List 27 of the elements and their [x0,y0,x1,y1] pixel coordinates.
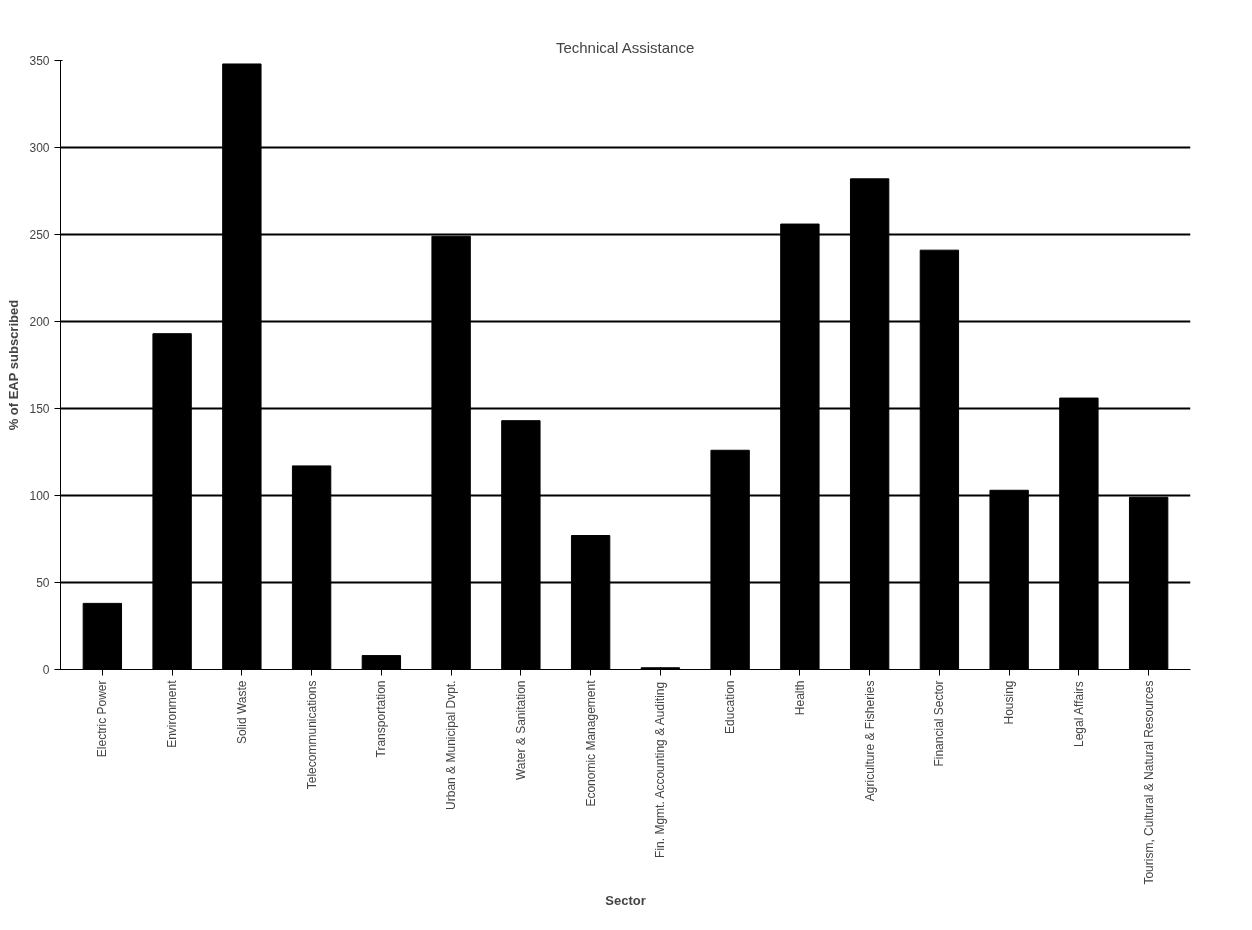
chart-title: Technical Assistance [555,38,695,56]
x-tick-label: Health [792,680,807,716]
y-tick-label: 250 [29,228,50,242]
x-axis-title: Sector [605,892,646,908]
y-tick-label: 300 [29,141,50,155]
y-tick-label: 150 [29,402,50,416]
x-tick-label: Telecommunications [304,680,319,790]
y-tick-label: 50 [36,576,50,590]
x-tick-label: Housing [1002,680,1017,725]
x-tick-label: Fin. Mgmt. Accounting & Auditing [653,681,668,858]
x-tick-label: Tourism, Cultural & Natural Resources [1141,680,1156,885]
y-tick-label: 0 [42,663,50,677]
x-tick-label: Economic Management [583,679,598,807]
x-tick-label: Electric Power [95,680,110,758]
y-tick-label: 100 [29,489,50,503]
x-tick-label: Water & Sanitation [513,680,528,781]
x-tick-label: Financial Sector [932,680,947,767]
x-tick-label: Urban & Municipal Dvpt. [444,680,459,810]
x-tick-label: Education [723,680,738,734]
y-axis-title: % of EAP subscribed [6,299,22,431]
x-tick-label: Environment [165,679,180,748]
x-tick-label: Solid Waste [234,680,249,745]
x-tick-label: Legal Affairs [1071,681,1086,747]
x-tick-label: Agriculture & Fisheries [862,680,877,802]
y-tick-label: 350 [29,54,50,68]
x-tick-label: Transportation [374,680,389,758]
y-tick-label: 200 [29,315,50,329]
